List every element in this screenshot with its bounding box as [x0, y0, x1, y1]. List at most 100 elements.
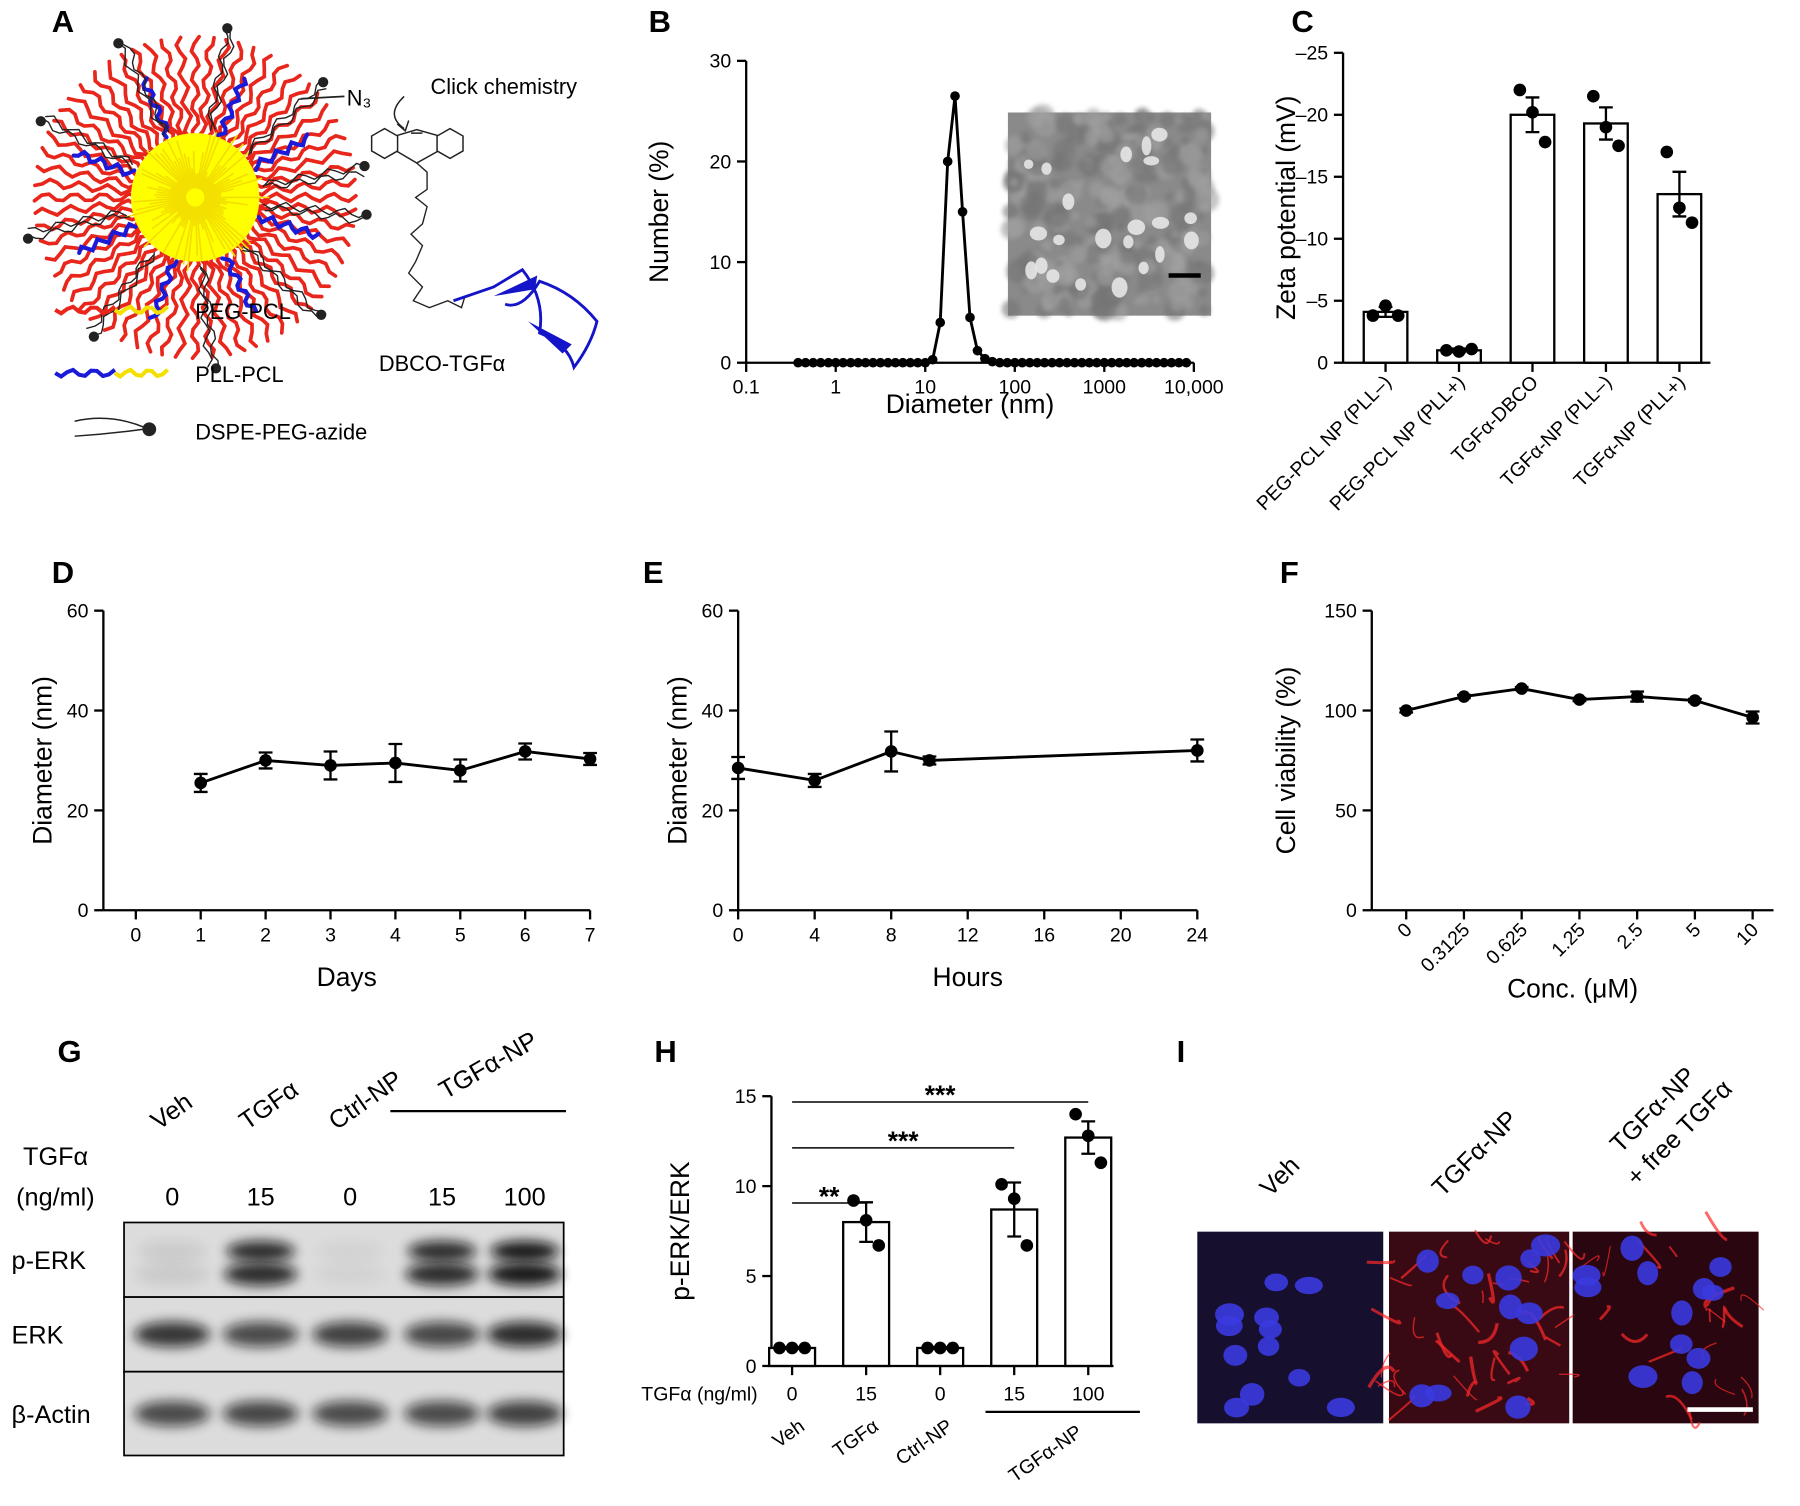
significance-label: **	[819, 1181, 840, 1211]
legend-chain	[54, 304, 117, 316]
marker	[731, 761, 745, 775]
tem-grain	[1094, 211, 1114, 231]
core-chain	[186, 206, 196, 272]
y-tick-label: 0	[720, 353, 731, 375]
band	[312, 1321, 389, 1348]
polymer-chain	[38, 214, 141, 246]
legend-lipid	[74, 417, 144, 437]
actin-fiber	[1558, 1249, 1568, 1278]
dose: 15	[428, 1183, 456, 1211]
y-tick-label: 60	[702, 601, 724, 623]
data-point	[1612, 139, 1625, 153]
legend-chain	[113, 304, 169, 316]
data-point	[773, 1341, 786, 1355]
data-point	[1081, 1129, 1095, 1143]
marker	[1121, 357, 1132, 368]
polymer-chain	[234, 82, 312, 156]
polymer-chain	[237, 235, 324, 299]
tem-grain	[1200, 111, 1209, 121]
band	[486, 1400, 563, 1427]
tem-grain	[1133, 297, 1143, 306]
legend-lipid-head	[142, 422, 157, 437]
core-chain	[204, 197, 227, 201]
actin-fiber	[1465, 1380, 1477, 1397]
actin-fiber	[1668, 1246, 1678, 1258]
data-point	[1526, 105, 1539, 119]
x-tick-label: 8	[886, 924, 897, 946]
x-tick-label: 12	[957, 924, 979, 946]
tem-grain	[1026, 107, 1048, 128]
x-tick-label: 10	[1732, 919, 1763, 950]
polymer-chain	[253, 191, 358, 204]
tem-grain	[1053, 139, 1076, 162]
legend-label: DSPE-PEG-azide	[195, 420, 367, 445]
x-tick-label: 4	[809, 924, 820, 946]
tem-grain	[1098, 127, 1115, 144]
polymer-chain	[264, 205, 365, 224]
tem-particle	[1075, 278, 1087, 291]
marker	[912, 357, 923, 368]
core-chain	[183, 153, 194, 189]
tem-particle	[1127, 219, 1146, 235]
polymer-chain	[41, 117, 133, 172]
polymer-chain	[228, 73, 302, 151]
marker	[1190, 744, 1204, 757]
core-chain	[200, 203, 247, 254]
x-tick-label: PEG-PCL NP (PLL–)	[1252, 371, 1396, 515]
polymer-chain	[242, 249, 318, 317]
core-chain	[156, 191, 187, 198]
y-tick-label: 0	[78, 900, 89, 922]
y-tick-label: 0	[1346, 900, 1357, 922]
core-chain	[196, 206, 205, 230]
tem-particle	[1095, 228, 1112, 249]
group-label: TGFα	[829, 1415, 883, 1462]
marker	[884, 745, 898, 758]
marker	[853, 357, 863, 368]
tem-grain	[1002, 203, 1018, 220]
polymer-chain	[27, 210, 127, 233]
y-tick-label: 0	[1317, 353, 1328, 375]
x-axis-label: Conc. (μM)	[1507, 973, 1638, 1003]
core-chain	[197, 136, 221, 190]
bar	[842, 1220, 891, 1368]
actin-fiber	[1474, 1229, 1493, 1244]
tem-grain	[1124, 182, 1148, 205]
core-chain	[200, 204, 235, 248]
y-tick-label: 20	[710, 151, 732, 173]
nucleus	[1498, 1294, 1523, 1320]
band	[315, 1240, 385, 1262]
nucleus	[1495, 1265, 1522, 1291]
x-tick-label: 1	[195, 924, 206, 946]
data-point	[785, 1341, 799, 1355]
tem-grain	[1041, 292, 1059, 310]
tem-particle	[1141, 136, 1152, 156]
nucleus	[1628, 1365, 1658, 1388]
core-chain	[204, 197, 248, 206]
polymer-chain	[66, 96, 154, 159]
marker	[1062, 357, 1072, 368]
actin-fiber	[1486, 1273, 1496, 1304]
core-chain	[146, 150, 190, 192]
marker	[1151, 357, 1162, 368]
tem-grain	[1026, 180, 1048, 202]
lane-label: Veh	[146, 1088, 198, 1136]
y-tick-label: 30	[710, 51, 732, 73]
polymer-chain	[196, 255, 217, 360]
polymer-chain	[26, 213, 130, 240]
x-tick-label: 5	[1682, 919, 1705, 942]
core-chain	[159, 152, 191, 191]
marker	[875, 357, 886, 368]
core-chain	[187, 156, 195, 189]
data-point	[872, 1239, 886, 1252]
polymer-chain	[197, 267, 213, 368]
x-tick-label: PEG-PCL NP (PLL+)	[1326, 371, 1470, 515]
bar	[1509, 113, 1556, 364]
polymer-chain	[142, 42, 184, 142]
group-label: Ctrl-NP	[892, 1415, 957, 1470]
polymer-chain	[256, 214, 321, 241]
actin-fiber	[1484, 1237, 1501, 1245]
polymer-chain	[53, 220, 143, 278]
tem-grain	[1083, 214, 1098, 229]
polymer-chain	[248, 78, 322, 155]
